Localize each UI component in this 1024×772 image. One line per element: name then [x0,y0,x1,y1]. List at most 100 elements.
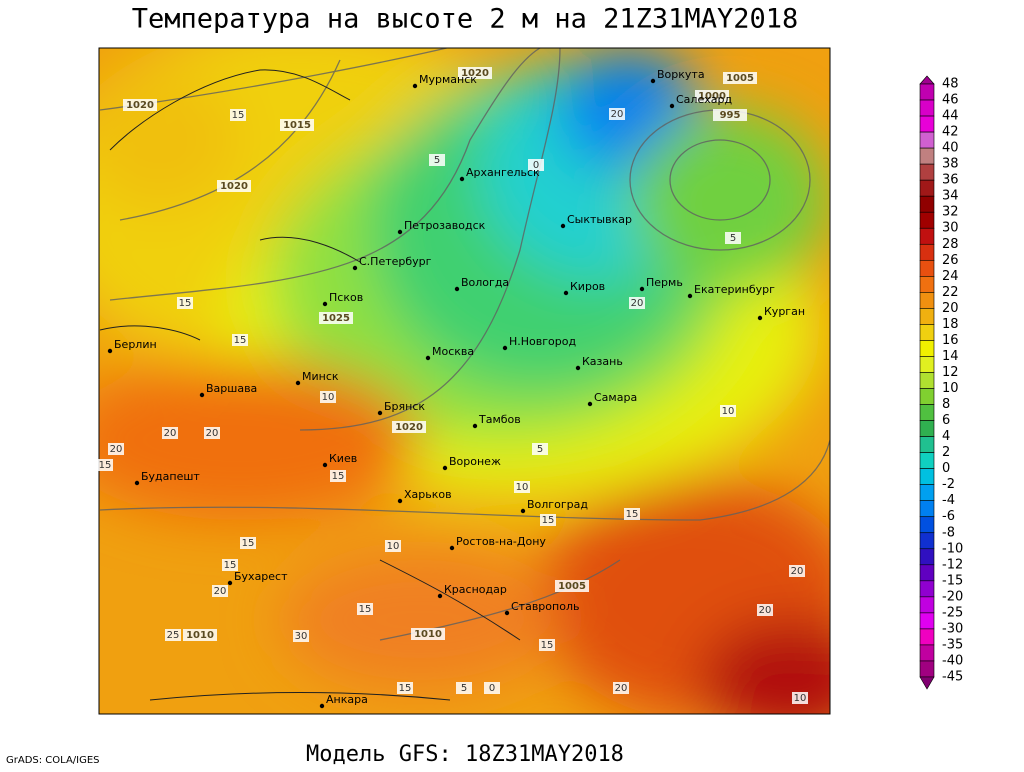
isobar-label: 1020 [126,100,154,111]
colorbar-label: 8 [942,397,950,412]
city-dot [639,286,645,292]
isotherm-label: 20 [611,109,624,120]
city-dot [319,703,325,709]
colorbar-box [919,404,935,421]
colorbar-box [919,596,935,614]
colorbar-box [919,276,935,293]
colorbar-box [919,308,935,325]
city-label: Брянск [384,400,425,413]
isotherm-label-bg [514,481,530,493]
isotherm-label: 5 [434,155,440,166]
city-dot [504,610,510,616]
colorbar-box [919,163,935,181]
colorbar-label: 46 [942,93,959,108]
colorbar-label: 22 [942,285,959,300]
isotherm-label-bg [222,559,238,571]
isobar-label-bg [183,629,217,641]
isotherm-label: 10 [794,693,807,704]
city-dot [295,380,301,386]
city-dot [134,480,140,486]
isotherm-label: 25 [167,630,180,641]
city-dot [575,365,581,371]
isobar-label-bg [411,628,445,640]
colorbar-label: -45 [942,670,963,685]
city-dot [563,290,569,296]
isotherm-label-bg [629,297,645,309]
city-dot [352,265,358,271]
colorbar-box [919,452,935,469]
colorbar-box [919,644,935,662]
city-label: Сыктывкар [567,213,632,226]
colorbar-label: 32 [942,205,959,220]
colorbar-box [919,564,935,582]
isotherm-label-bg [456,682,472,694]
isotherm-label-bg [609,108,625,120]
city-dot [437,593,443,599]
isotherm-label: 20 [631,298,644,309]
city-dot [502,345,508,351]
city-dot [459,176,465,182]
colorbar-label: 12 [942,365,959,380]
isotherm-label-bg [539,639,555,651]
isotherm-label-bg [165,629,181,641]
colorbar-box [919,660,935,678]
isotherm-label: 20 [214,586,227,597]
isotherm-label: 5 [730,233,736,244]
city-label: Самара [594,391,637,404]
colorbar-box [919,99,935,117]
isobar-label: 1020 [461,68,489,79]
isobar-label-bg [319,312,353,324]
city-dot [412,83,418,89]
isotherm-label: 15 [542,515,555,526]
colorbar-label: 34 [942,189,959,204]
isotherm-label-bg [240,537,256,549]
colorbar-label: 28 [942,237,959,252]
city-label: Варшава [206,382,257,395]
credit: GrADS: COLA/IGES [6,755,100,766]
isotherm-label-bg [97,459,113,471]
isotherm-label-bg [230,109,246,121]
colorbar-label: -6 [942,509,955,524]
isobar-label-bg [695,90,729,102]
colorbar-label: 30 [942,221,959,236]
isotherm-label: 15 [242,538,255,549]
colorbar-box [919,179,935,197]
city-label: Архангельск [466,166,540,179]
colorbar-box [919,612,935,630]
colorbar-label: -2 [942,477,955,492]
city-label: Н.Новгород [509,335,576,348]
isotherm-label: 15 [359,604,372,615]
isobar-label: 995 [720,110,741,121]
colorbar-cap [919,75,935,85]
city-label: Волгоград [527,498,588,511]
colorbar-box [919,324,935,341]
isotherm-label-bg [540,514,556,526]
isotherm-label-bg [624,508,640,520]
isotherm-label-bg [162,427,178,439]
city-dot [757,315,763,321]
title: Температура на высоте 2 м на 21Z31MAY201… [132,4,798,35]
model-caption: Модель GFS: 18Z31MAY2018 [306,742,624,767]
city-dot [107,348,113,354]
colorbar-box [919,388,935,405]
isotherm-label: 20 [615,683,628,694]
city-label: Псков [329,291,363,304]
isotherm-label-bg [212,585,228,597]
isobar-label: 1005 [726,73,754,84]
isotherm-label: 15 [232,110,245,121]
isotherm-label-bg [613,682,629,694]
city-label: Берлин [114,338,157,351]
colorbar-label: 6 [942,413,950,428]
isotherm-label: 5 [461,683,467,694]
colorbar-box [919,195,935,213]
city-dot [425,355,431,361]
city-dot [560,223,566,229]
isobar-label-bg [723,72,757,84]
isotherm-label: 0 [533,160,539,171]
colorbar-label: 4 [942,429,950,444]
isobar-label: 1020 [220,181,248,192]
colorbar-box [919,131,935,149]
isobar-label-bg [217,180,251,192]
isobar-label: 1010 [186,630,214,641]
